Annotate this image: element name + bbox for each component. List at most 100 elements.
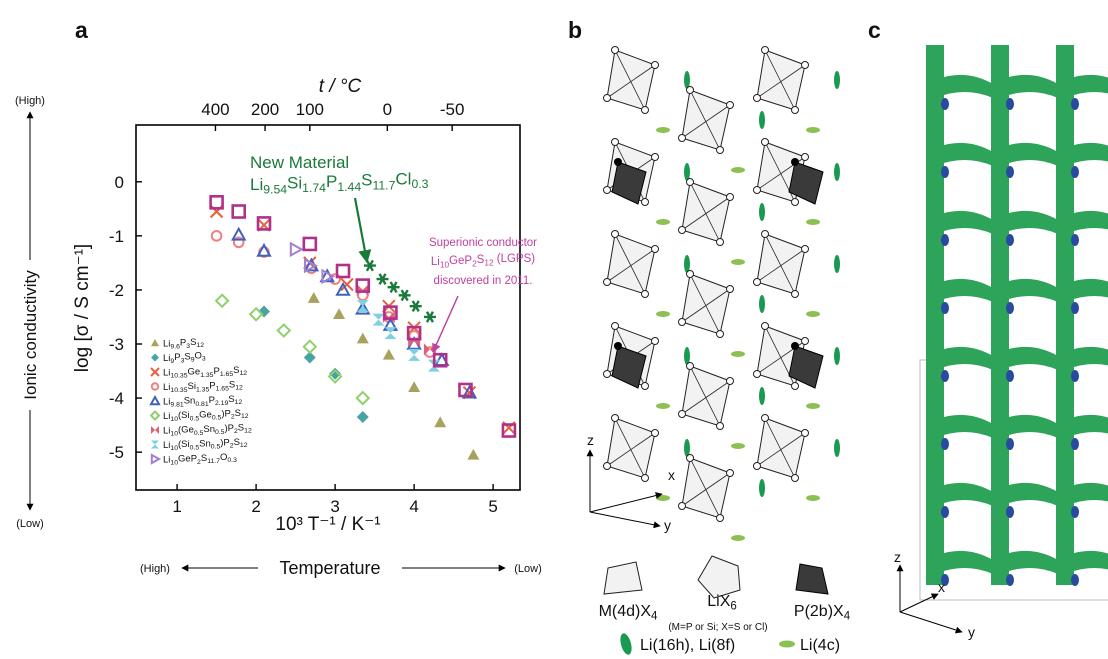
atom	[603, 462, 611, 470]
li-site	[806, 127, 820, 133]
marker	[289, 241, 304, 258]
atom	[791, 198, 799, 206]
marker-shape	[355, 300, 371, 315]
octahedron-edge	[681, 89, 731, 151]
legend-label: Li9P3S9O3	[163, 351, 206, 365]
x2-tick-label: 100	[296, 100, 324, 119]
panel-label: a	[75, 17, 88, 43]
marker-shape	[256, 242, 272, 257]
marker-shape	[151, 440, 159, 449]
marker	[232, 236, 245, 249]
li-cluster	[1071, 234, 1079, 246]
marker-shape	[355, 278, 371, 293]
x-axis-label: 10³ T⁻¹ / K⁻¹	[275, 514, 380, 535]
atom	[753, 462, 761, 470]
li-site	[759, 387, 765, 405]
li-site	[731, 443, 745, 449]
marker	[151, 353, 159, 362]
marker-shape	[434, 416, 447, 428]
atom	[801, 61, 809, 69]
marker	[356, 411, 369, 423]
marker	[467, 448, 480, 460]
marker-shape	[340, 277, 354, 292]
marker	[151, 339, 159, 347]
x2-tick-label: 200	[251, 100, 279, 119]
atom	[716, 422, 724, 430]
atom	[761, 230, 769, 238]
atom	[791, 342, 799, 350]
tube-branch	[935, 550, 993, 574]
marker-shape	[248, 306, 264, 322]
li-site	[684, 71, 690, 89]
axis-name: y	[664, 517, 671, 533]
marker	[209, 195, 224, 210]
plot-frame	[135, 124, 521, 491]
axis-name: x	[938, 579, 945, 595]
marker-shape	[356, 411, 369, 423]
marker	[458, 382, 473, 398]
marker	[321, 268, 336, 285]
marker-shape	[467, 448, 480, 460]
marker-shape	[432, 352, 448, 368]
li-site	[759, 111, 765, 129]
li-site	[684, 439, 690, 457]
marker	[340, 277, 354, 292]
y-tick-label: -2	[109, 281, 124, 300]
marker	[210, 230, 223, 242]
marker	[231, 204, 247, 219]
marker-shape	[231, 204, 247, 219]
legend-label: Li10GeP2S11.7O0.3	[163, 452, 237, 466]
marker	[150, 382, 160, 391]
li-cluster	[941, 438, 949, 450]
li-cluster	[1006, 370, 1014, 382]
legend-label: Li(16h), Li(8f)	[640, 637, 735, 654]
tetrahedron	[788, 345, 824, 389]
marker	[333, 308, 346, 320]
octahedron	[756, 417, 806, 479]
marker	[149, 394, 161, 406]
marker-shape	[376, 273, 389, 285]
marker-shape	[150, 453, 162, 465]
marker-shape	[256, 216, 272, 231]
atom	[716, 238, 724, 246]
li-site	[759, 479, 765, 497]
conduction-pathway: z x y	[894, 45, 1108, 640]
tube-branch	[1065, 414, 1108, 438]
marker	[423, 311, 436, 323]
tube-branch	[1000, 278, 1058, 302]
octahedron	[606, 417, 656, 479]
marker	[276, 323, 292, 338]
marker	[408, 348, 421, 361]
marker-shape	[276, 323, 292, 338]
marker-shape	[384, 327, 397, 340]
tube-branch	[1065, 550, 1108, 574]
atom	[761, 322, 769, 330]
atom	[603, 94, 611, 102]
tube-branch	[935, 74, 993, 98]
axis-arrow	[589, 511, 661, 529]
octahedron	[756, 233, 806, 295]
atom	[791, 158, 799, 166]
tube-branch	[1065, 210, 1108, 234]
li-cluster	[1071, 574, 1079, 586]
annotation: New Material	[250, 153, 349, 172]
octahedron-edge	[756, 49, 806, 111]
x2-axis-label: t / °C	[319, 76, 362, 97]
x2-tick-label: -50	[440, 100, 465, 119]
atom	[641, 382, 649, 390]
atom	[611, 414, 619, 422]
marker-shape	[151, 426, 159, 434]
marker	[151, 440, 159, 449]
tube-branch	[1000, 210, 1058, 234]
marker-shape	[356, 300, 369, 313]
marker	[387, 281, 400, 294]
octahedron	[681, 457, 731, 519]
li-site	[834, 347, 840, 365]
octahedron	[681, 89, 731, 151]
atom	[686, 454, 694, 462]
tube-branch	[1000, 346, 1058, 370]
atom	[686, 270, 694, 278]
octahedron	[681, 181, 731, 243]
atom	[603, 186, 611, 194]
marker	[355, 390, 371, 406]
